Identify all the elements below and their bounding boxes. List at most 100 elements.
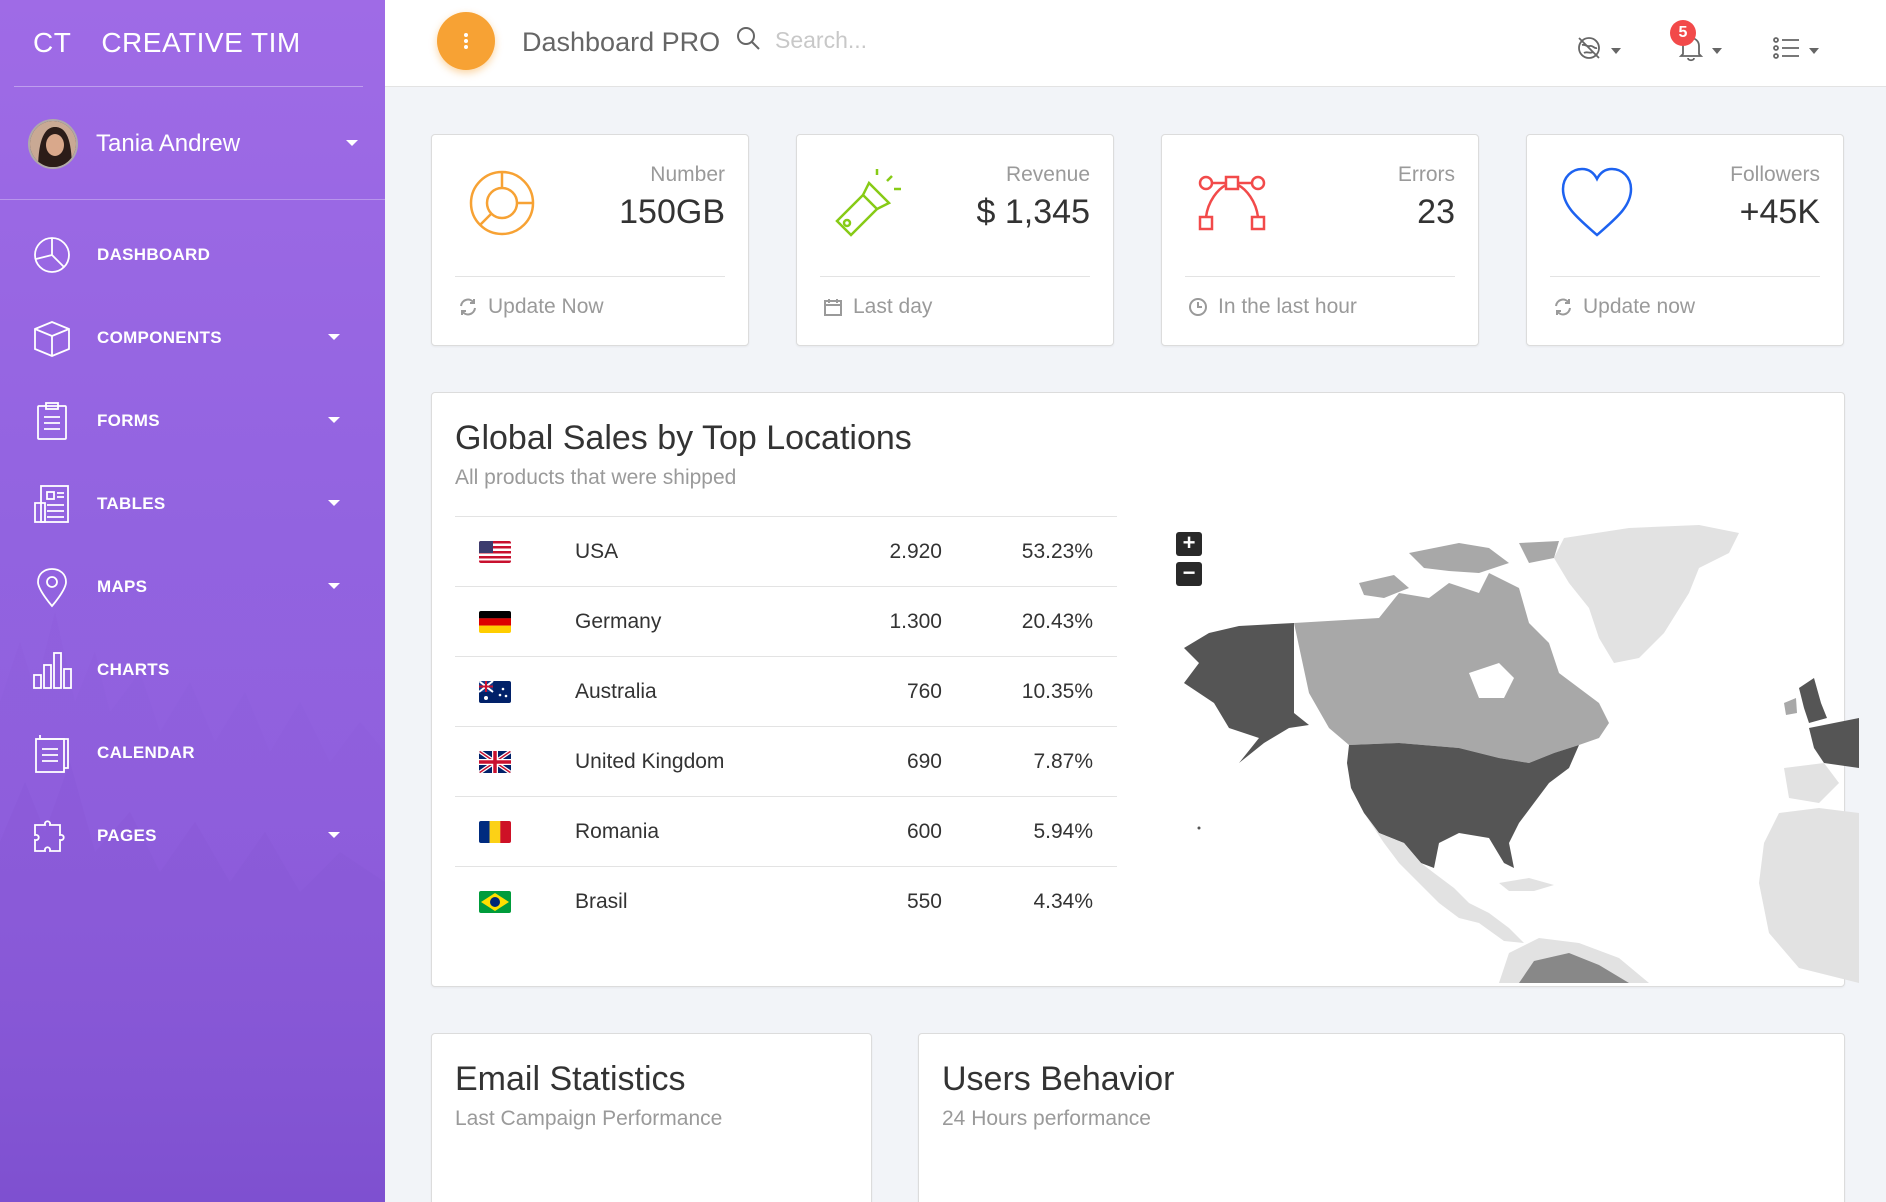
chevron-down-icon [1611, 48, 1621, 54]
sidebar: CT CREATIVE TIM Tania Andrew DASHBOARD [0, 0, 385, 1202]
users-behavior-card: Users Behavior 24 Hours performance [918, 1033, 1845, 1202]
de-flag-icon [479, 610, 511, 633]
map-region-uk[interactable] [1799, 678, 1827, 723]
calendar-icon [824, 299, 842, 316]
country-name: Brasil [575, 866, 792, 937]
map-region-africa[interactable] [1759, 808, 1859, 983]
stat-value: 150GB [619, 193, 725, 231]
sidebar-item-charts[interactable]: CHARTS [0, 628, 385, 711]
chevron-down-icon [328, 334, 340, 340]
au-flag-icon [479, 680, 511, 703]
table-row: Brasil 550 4.34% [455, 866, 1117, 937]
world-dropdown-button[interactable] [1575, 30, 1629, 66]
flashlight-icon [835, 169, 901, 237]
sidebar-item-label: TABLES [97, 493, 166, 513]
top-navbar: Dashboard PRO 5 [385, 0, 1886, 87]
divider [1185, 276, 1455, 277]
cube-icon [34, 320, 70, 357]
chevron-down-icon [346, 140, 358, 146]
stat-category: Errors [1397, 163, 1455, 186]
country-name: United Kingdom [575, 726, 792, 797]
sidebar-item-forms[interactable]: FORMS [0, 379, 385, 462]
search-input[interactable] [775, 22, 1075, 58]
map-region-iberia[interactable] [1784, 763, 1839, 803]
dot-icon [464, 33, 468, 37]
map-region-arctic-islands[interactable] [1359, 541, 1559, 598]
search-icon [737, 27, 760, 50]
sidebar-item-tables[interactable]: TABLES [0, 462, 385, 545]
map-region-greenland[interactable] [1554, 525, 1739, 663]
map-region-usa[interactable] [1347, 743, 1579, 868]
map-region-ireland[interactable] [1784, 698, 1797, 715]
map-region-mexico[interactable] [1364, 813, 1524, 943]
stat-footer-link[interactable]: Last day [823, 295, 932, 319]
sales-percent: 10.35% [942, 656, 1117, 727]
user-divider [0, 199, 385, 200]
map-region-caribbean[interactable] [1499, 878, 1554, 891]
sidebar-item-maps[interactable]: MAPS [0, 545, 385, 628]
sidebar-item-label: PAGES [97, 825, 157, 845]
br-flag-icon [479, 891, 511, 914]
logo-divider [14, 86, 363, 87]
stat-category: Followers [1730, 163, 1820, 186]
stat-footer-link[interactable]: In the last hour [1188, 295, 1357, 319]
card-subtitle: All products that were shipped [455, 466, 737, 489]
sales-percent: 5.94% [942, 796, 1117, 867]
notifications-button[interactable]: 5 [1670, 20, 1726, 66]
refresh-icon [460, 298, 476, 316]
stat-category: Revenue [1005, 163, 1090, 186]
country-name: USA [575, 516, 792, 587]
options-menu-button[interactable] [1773, 30, 1829, 66]
sales-value: 1.300 [792, 586, 942, 657]
logo[interactable]: CT CREATIVE TIM [33, 27, 301, 59]
sales-percent: 53.23% [942, 516, 1117, 587]
sidebar-item-label: CALENDAR [97, 742, 195, 762]
divider [1550, 276, 1820, 277]
stat-footer-text: In the last hour [1218, 295, 1357, 318]
world-map[interactable] [1159, 513, 1859, 983]
map-zoom-out-button[interactable]: − [1176, 562, 1202, 586]
sidebar-item-dashboard[interactable]: DASHBOARD [0, 213, 385, 296]
logo-mini: CT [33, 27, 72, 58]
map-region-hudson-bay[interactable] [1469, 663, 1514, 698]
user-profile-toggle[interactable]: Tania Andrew [28, 118, 358, 170]
map-region-venezuela[interactable] [1519, 953, 1629, 983]
table-row: USA 2.920 53.23% [455, 516, 1117, 587]
sidebar-item-pages[interactable]: PAGES [0, 794, 385, 877]
card-title: Users Behavior [942, 1060, 1175, 1098]
sales-percent: 4.34% [942, 866, 1117, 937]
refresh-icon [1555, 298, 1571, 316]
sidebar-item-label: FORMS [97, 410, 160, 430]
page-title[interactable]: Dashboard PRO [522, 27, 721, 57]
sidebar-item-calendar[interactable]: CALENDAR [0, 711, 385, 794]
stat-footer-text: Last day [853, 295, 933, 318]
card-title: Email Statistics [455, 1060, 686, 1098]
sidebar-item-label: DASHBOARD [97, 244, 211, 264]
divider [455, 276, 725, 277]
us-flag-icon [479, 540, 511, 563]
chevron-down-icon [1712, 48, 1722, 54]
sidebar-item-components[interactable]: COMPONENTS [0, 296, 385, 379]
notepad-icon [35, 734, 69, 773]
bar-chart-icon [33, 651, 72, 689]
notification-count-badge: 5 [1670, 20, 1696, 46]
global-sales-card: Global Sales by Top Locations All produc… [431, 392, 1859, 987]
stat-footer-link[interactable]: Update Now [458, 295, 604, 319]
stat-footer-text: Update Now [488, 295, 604, 318]
map-region-france[interactable] [1809, 718, 1859, 768]
dot-icon [464, 45, 468, 49]
card-title: Global Sales by Top Locations [455, 419, 912, 457]
country-name: Germany [575, 586, 792, 657]
sidebar-item-label: COMPONENTS [97, 327, 222, 347]
chevron-down-icon [328, 417, 340, 423]
sales-percent: 20.43% [942, 586, 1117, 657]
sidebar-toggle-button[interactable] [437, 12, 495, 70]
map-zoom-in-button[interactable]: + [1176, 532, 1202, 556]
table-row: Australia 760 10.35% [455, 656, 1117, 727]
map-region-alaska[interactable] [1184, 623, 1309, 763]
map-region-canada[interactable] [1294, 573, 1609, 763]
stat-footer-link[interactable]: Update now [1553, 295, 1695, 319]
user-name: Tania Andrew [96, 130, 241, 157]
clock-icon [1189, 298, 1207, 316]
pie-icon [469, 170, 535, 236]
